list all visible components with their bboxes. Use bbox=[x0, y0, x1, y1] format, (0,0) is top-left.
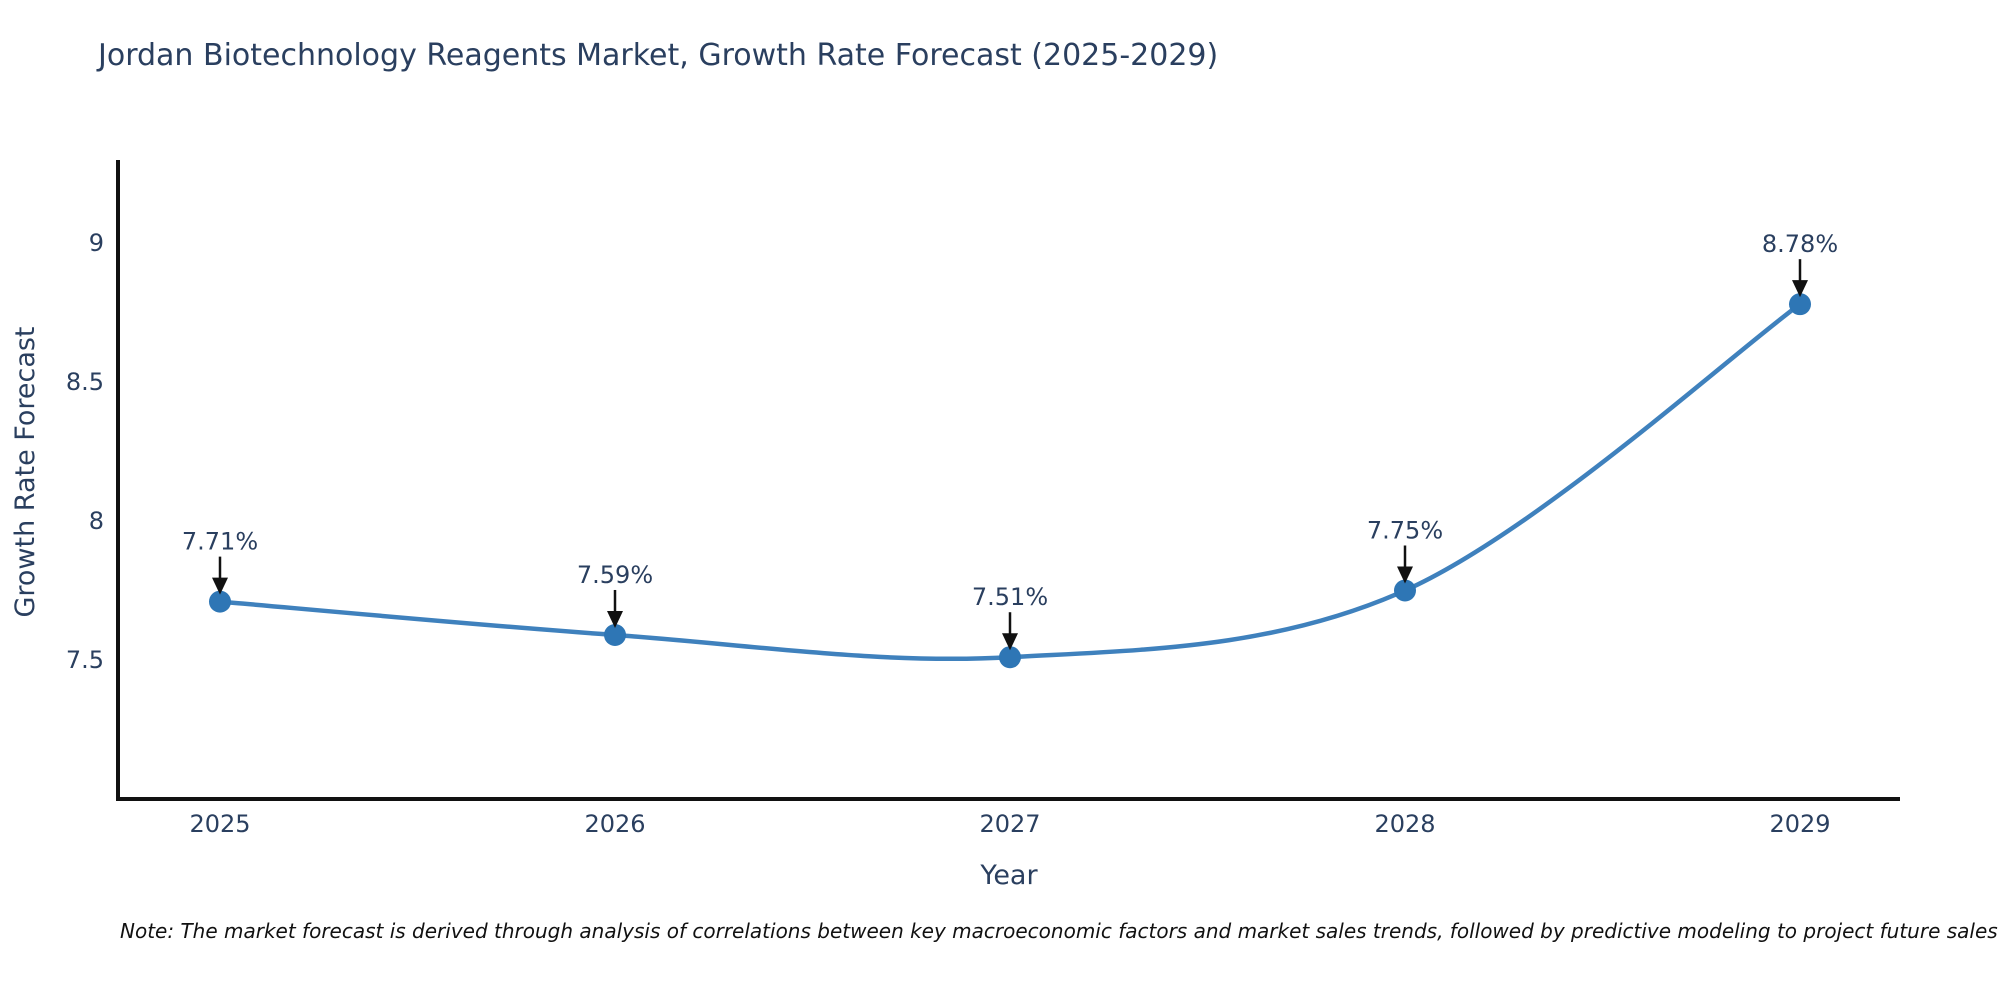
annotation-arrowhead bbox=[1397, 566, 1413, 584]
x-axis-title: Year bbox=[980, 860, 1038, 891]
data-point-label: 7.71% bbox=[182, 528, 258, 556]
annotation-arrowhead bbox=[1002, 633, 1018, 651]
x-tick-label: 2027 bbox=[979, 810, 1040, 838]
data-point-label: 7.75% bbox=[1367, 517, 1443, 545]
x-tick-label: 2028 bbox=[1374, 810, 1435, 838]
data-point-marker bbox=[1789, 293, 1811, 316]
annotation-arrowhead bbox=[212, 577, 228, 595]
y-tick-label: 9 bbox=[89, 229, 104, 257]
data-point-label: 8.78% bbox=[1762, 230, 1838, 258]
y-axis-title: Growth Rate Forecast bbox=[10, 326, 41, 618]
annotation-arrowhead bbox=[607, 610, 623, 628]
y-tick-label: 8 bbox=[89, 507, 104, 535]
chart-title: Jordan Biotechnology Reagents Market, Gr… bbox=[98, 38, 1219, 73]
footnote: Note: The market forecast is derived thr… bbox=[120, 919, 1998, 943]
data-point-label: 7.59% bbox=[577, 561, 653, 589]
data-point-marker bbox=[999, 646, 1021, 669]
series-line bbox=[217, 301, 1803, 662]
data-point-marker bbox=[1394, 579, 1416, 602]
data-point-marker bbox=[604, 623, 626, 646]
y-tick-label: 7.5 bbox=[66, 646, 104, 674]
x-tick-label: 2025 bbox=[189, 810, 250, 838]
y-tick-label: 8.5 bbox=[66, 368, 104, 396]
x-tick-label: 2026 bbox=[584, 810, 645, 838]
data-point-marker bbox=[209, 590, 231, 613]
data-point-label: 7.51% bbox=[972, 583, 1048, 611]
annotation-arrowhead bbox=[1792, 280, 1808, 298]
x-tick-label: 2029 bbox=[1769, 810, 1830, 838]
